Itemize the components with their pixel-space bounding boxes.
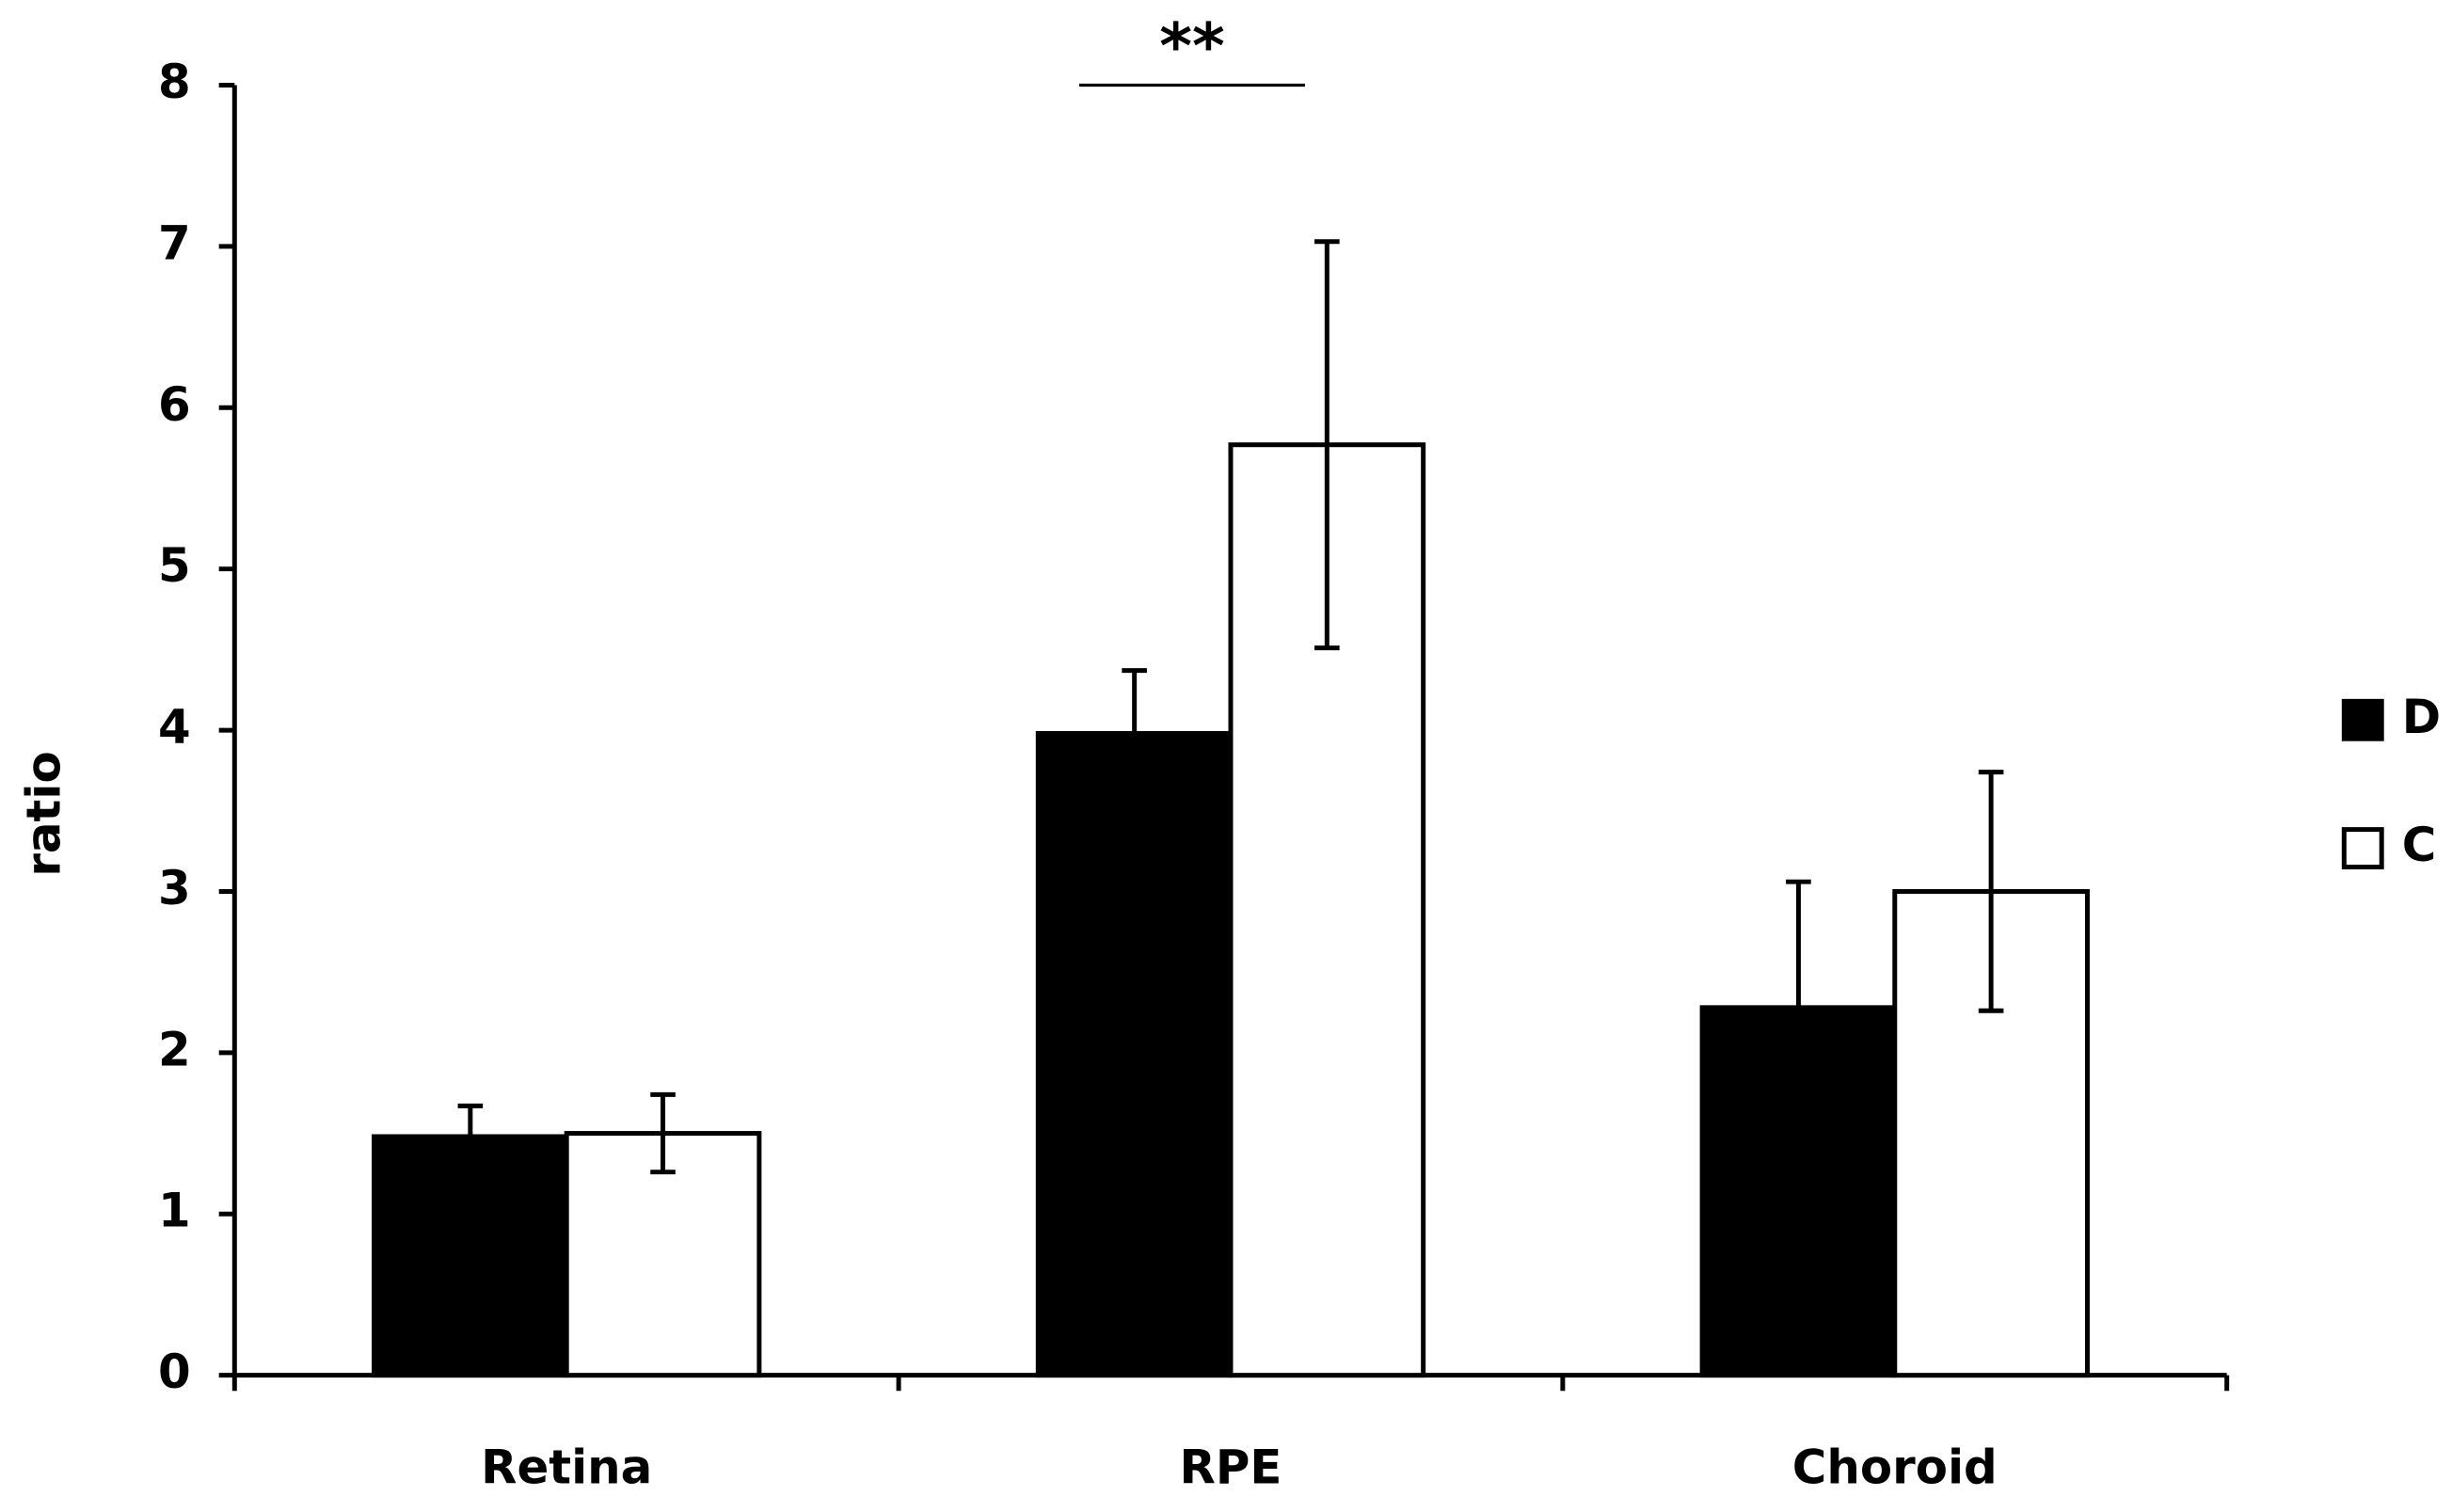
y-axis-label: ratio [16, 751, 71, 876]
y-tick-label: 1 [158, 1184, 191, 1238]
legend-swatch [2341, 827, 2384, 869]
x-tick-label: Retina [481, 1440, 652, 1495]
y-tick-label: 5 [158, 538, 191, 593]
y-tick-label: 2 [158, 1022, 191, 1076]
legend-label: C [2402, 818, 2437, 872]
y-tick-label: 3 [158, 861, 191, 915]
bar [1035, 731, 1234, 1378]
x-tick-label: RPE [1180, 1440, 1282, 1495]
y-tick-label: 8 [158, 55, 191, 109]
y-tick-label: 6 [158, 377, 191, 432]
significance-label: ** [1159, 9, 1225, 83]
y-tick-label: 7 [158, 215, 191, 270]
x-tick-label: Choroid [1792, 1440, 1998, 1495]
y-tick-label: 4 [158, 700, 191, 755]
legend-label: D [2402, 690, 2441, 744]
y-tick-label: 0 [158, 1345, 191, 1399]
bar [372, 1134, 569, 1378]
legend-swatch [2341, 698, 2384, 741]
